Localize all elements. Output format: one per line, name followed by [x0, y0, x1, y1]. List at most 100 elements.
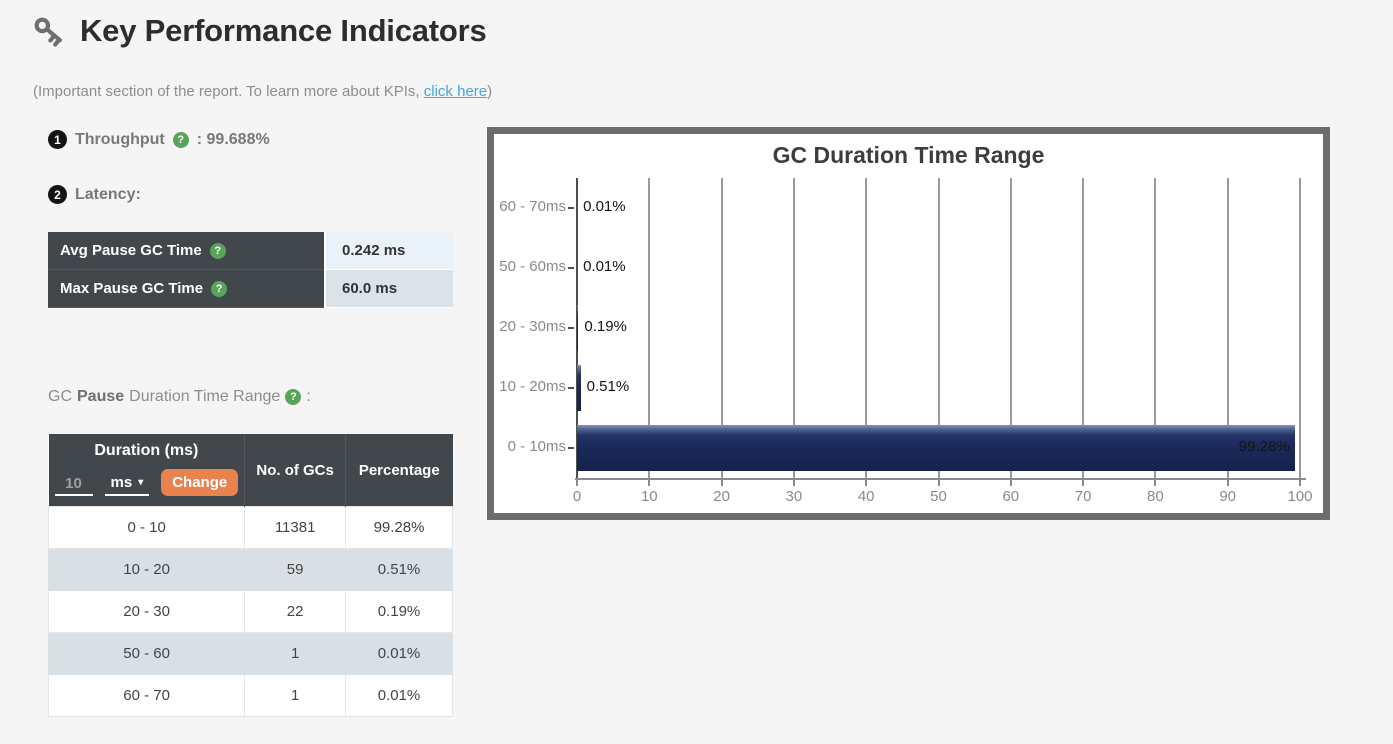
help-icon[interactable]: ? — [172, 131, 189, 148]
x-tick-label: 100 — [1287, 488, 1313, 505]
x-tick-label: 60 — [1002, 488, 1020, 505]
table-row: 20 - 30 22 0.19% — [47, 590, 453, 633]
x-axis-tick — [1082, 480, 1085, 486]
chart-gridline — [1009, 178, 1012, 478]
latency-table: Avg Pause GC Time? 0.242 ms Max Pause GC… — [48, 232, 453, 308]
help-icon[interactable]: ? — [209, 242, 226, 259]
range-cell: 0 - 10 — [47, 506, 246, 549]
chart-bar — [577, 305, 579, 351]
chart-title: GC Duration Time Range — [772, 142, 1045, 168]
pct-cell: 0.01% — [345, 674, 453, 717]
latency-label: Latency: — [75, 185, 141, 203]
table-row: 60 - 70 1 0.01% — [47, 674, 453, 717]
unit-label: ms — [110, 474, 133, 491]
count-cell: 11381 — [244, 506, 346, 549]
count-cell: 1 — [244, 674, 346, 717]
count-cell: 59 — [244, 548, 346, 591]
x-axis-tick — [865, 480, 868, 486]
table-row: Max Pause GC Time? 60.0 ms — [48, 269, 453, 308]
x-tick-label: 10 — [640, 488, 658, 505]
percentage-column-header: Percentage — [345, 434, 453, 507]
x-tick-label: 30 — [785, 488, 803, 505]
x-axis-tick — [720, 480, 723, 486]
heading-post: Duration Time Range — [129, 388, 281, 405]
heading-pre: GC — [48, 388, 72, 405]
throughput-label: Throughput — [75, 130, 165, 148]
pct-cell: 0.19% — [345, 590, 453, 633]
range-cell: 60 - 70 — [47, 674, 246, 717]
chart-gridline — [865, 178, 868, 478]
kpi-learn-more-link[interactable]: click here — [423, 83, 488, 100]
item-number-badge: 1 — [48, 130, 67, 149]
plot-area: 0 10 20 30 40 50 60 70 80 90 100 60 - 70ms 0.01% 50 -… — [499, 178, 1313, 505]
x-axis-tick — [648, 480, 651, 486]
x-tick-label: 70 — [1074, 488, 1092, 505]
kpi-item-throughput: 1 Throughput ? : 99.688% — [48, 130, 270, 149]
duration-header-label: Duration (ms) — [94, 442, 199, 459]
table-row: 10 - 20 59 0.51% — [47, 548, 453, 591]
max-pause-value: 60.0 ms — [324, 269, 453, 308]
chart-gridline — [1154, 178, 1157, 478]
bar-value-label: 0.01% — [583, 198, 626, 215]
chart-bar — [577, 425, 1295, 471]
chart-bar — [577, 365, 581, 411]
item-number-badge: 2 — [48, 185, 67, 204]
x-axis-tick — [937, 480, 940, 486]
x-axis-tick — [1226, 480, 1229, 486]
unit-select[interactable]: ms ▾ — [104, 474, 150, 496]
kpi-item-latency: 2 Latency: — [48, 185, 141, 204]
chevron-down-icon: ▾ — [138, 477, 144, 488]
chart-gridline — [1226, 178, 1229, 478]
y-tick-label: 50 - 60ms — [499, 258, 566, 275]
subtitle-text: (Important section of the report. To lea… — [33, 83, 424, 100]
pct-cell: 0.51% — [345, 548, 453, 591]
x-tick-label: 0 — [572, 488, 582, 505]
duration-column-header: Duration (ms) ms ▾ Change — [48, 434, 245, 507]
chart-gridline — [648, 178, 651, 478]
chart-gridline — [1299, 178, 1301, 478]
help-icon[interactable]: ? — [285, 389, 302, 405]
pct-cell: 0.01% — [345, 632, 453, 675]
avg-pause-header-cell: Avg Pause GC Time? — [48, 232, 325, 270]
bar-value-label: 99.28% — [1238, 438, 1290, 455]
avg-pause-label: Avg Pause GC Time — [60, 242, 202, 259]
y-tick-label: 0 - 10ms — [507, 438, 566, 455]
y-tick-label: 60 - 70ms — [499, 198, 566, 215]
x-tick-label: 50 — [930, 488, 947, 505]
x-tick-label: 90 — [1219, 488, 1237, 505]
heading-bold: Pause — [77, 388, 125, 405]
page-subtitle: (Important section of the report. To lea… — [33, 83, 492, 100]
x-tick-label: 20 — [713, 488, 730, 505]
range-cell: 50 - 60 — [47, 632, 246, 675]
table-header-row: Duration (ms) ms ▾ Change No. of GCs Perc… — [48, 434, 453, 507]
duration-controls: ms ▾ Change — [54, 469, 239, 498]
page-header: Key Performance Indicators — [30, 12, 487, 50]
avg-pause-value: 0.242 ms — [324, 232, 453, 270]
throughput-value: : 99.688% — [196, 130, 270, 148]
count-cell: 22 — [244, 590, 346, 633]
x-axis-tick — [1299, 480, 1301, 486]
x-axis-tick — [1009, 480, 1012, 486]
y-tick-label: 10 - 20ms — [499, 378, 566, 395]
subtitle-close-paren: ) — [487, 83, 493, 100]
no-of-gcs-column-header: No. of GCs — [244, 434, 346, 507]
chart-gridline — [792, 178, 795, 478]
y-axis-tick — [568, 387, 574, 389]
gc-duration-table: Duration (ms) ms ▾ Change No. of GCs Perc… — [47, 434, 453, 717]
duration-section-heading: GC Pause Duration Time Range ? : — [48, 388, 311, 406]
chart-gridline — [937, 178, 940, 478]
page-title: Key Performance Indicators — [80, 13, 487, 48]
x-axis — [575, 478, 1306, 480]
y-axis-tick — [568, 267, 574, 269]
pct-cell: 99.28% — [345, 506, 453, 549]
change-button[interactable]: Change — [161, 469, 239, 496]
duration-input[interactable] — [54, 473, 93, 496]
help-icon[interactable]: ? — [211, 280, 228, 297]
x-tick-label: 80 — [1147, 488, 1164, 505]
key-icon — [30, 12, 68, 50]
table-row: 0 - 10 11381 99.28% — [47, 506, 453, 549]
max-pause-label: Max Pause GC Time — [60, 280, 204, 297]
chart-gridline — [720, 178, 723, 478]
table-row: Avg Pause GC Time? 0.242 ms — [48, 232, 453, 270]
gc-duration-chart: GC Duration Time Range 0 10 20 30 40 50 60 70 80… — [487, 127, 1330, 520]
